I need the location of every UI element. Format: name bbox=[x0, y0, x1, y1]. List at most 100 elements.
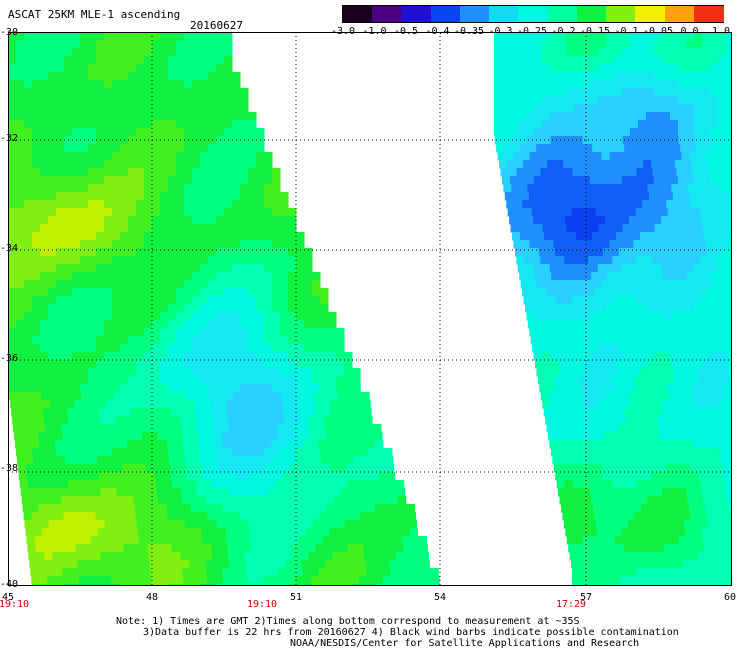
swath-cell bbox=[240, 184, 249, 193]
swath-cell bbox=[583, 496, 593, 505]
swath-cell bbox=[362, 536, 371, 545]
swath-cell bbox=[128, 48, 137, 57]
swath-cell bbox=[730, 512, 732, 521]
swath-cell bbox=[123, 408, 132, 417]
swath-cell bbox=[622, 120, 631, 129]
swath-cell bbox=[322, 400, 331, 409]
swath-cell bbox=[92, 552, 101, 561]
swath-cell bbox=[192, 56, 201, 65]
swath-cell bbox=[170, 536, 179, 545]
swath-cell bbox=[614, 312, 623, 321]
swath-cell bbox=[256, 352, 265, 361]
swath-cell bbox=[272, 176, 281, 185]
swath-cell bbox=[16, 176, 25, 185]
swath-cell bbox=[580, 392, 590, 401]
swath-cell bbox=[176, 248, 185, 257]
swath-cell bbox=[144, 128, 153, 137]
swath-cell bbox=[82, 472, 92, 481]
swath-cell bbox=[72, 104, 81, 113]
swath-cell bbox=[726, 72, 732, 81]
swath-cell bbox=[100, 552, 109, 561]
swath-cell bbox=[128, 176, 137, 185]
swath-cell bbox=[248, 184, 257, 193]
swath-cell bbox=[620, 584, 629, 586]
swath-cell bbox=[176, 280, 185, 289]
swath-cell bbox=[721, 376, 731, 385]
swath-cell bbox=[112, 320, 121, 329]
swath-cell bbox=[294, 440, 304, 449]
swath-cell bbox=[336, 344, 345, 353]
swath-cell bbox=[40, 224, 49, 233]
swath-cell bbox=[684, 432, 693, 441]
swath-cell bbox=[606, 136, 616, 145]
swath-cell bbox=[702, 448, 712, 457]
swath-cell bbox=[112, 96, 121, 105]
swath-cell bbox=[112, 256, 121, 265]
swath-cell bbox=[216, 520, 226, 529]
swath-cell bbox=[248, 248, 257, 257]
swath-cell bbox=[64, 296, 73, 305]
swath-cell bbox=[48, 344, 57, 353]
swath-cell bbox=[340, 488, 350, 497]
swath-cell bbox=[183, 512, 193, 521]
swath-cell bbox=[694, 312, 703, 321]
swath-cell bbox=[282, 536, 291, 545]
swath-cell bbox=[224, 128, 233, 137]
swath-cell bbox=[663, 184, 672, 193]
swath-cell bbox=[702, 536, 712, 545]
swath-cell bbox=[293, 560, 302, 569]
swath-cell bbox=[625, 552, 635, 561]
swath-cell bbox=[31, 512, 41, 521]
swath-cell bbox=[330, 536, 339, 545]
swath-cell bbox=[272, 384, 281, 393]
swath-cell bbox=[37, 424, 46, 433]
swath-cell bbox=[199, 576, 208, 585]
swath-cell bbox=[136, 176, 145, 185]
swath-cell bbox=[176, 152, 185, 161]
swath-cell bbox=[714, 336, 724, 345]
swath-cell bbox=[84, 488, 94, 497]
swath-cell bbox=[590, 120, 599, 129]
swath-cell bbox=[32, 176, 41, 185]
swath-cell bbox=[662, 224, 672, 233]
swath-cell bbox=[706, 512, 715, 521]
swath-cell bbox=[350, 504, 360, 513]
swath-cell bbox=[180, 488, 190, 497]
swath-cell bbox=[555, 384, 564, 393]
swath-cell bbox=[121, 528, 131, 537]
swath-cell bbox=[728, 280, 732, 289]
swath-cell bbox=[687, 184, 696, 193]
swath-cell bbox=[569, 464, 579, 473]
swath-cell bbox=[304, 312, 313, 321]
swath-cell bbox=[48, 280, 57, 289]
swath-cell bbox=[24, 104, 33, 113]
swath-cell bbox=[606, 120, 615, 129]
swath-cell bbox=[51, 544, 60, 553]
swath-cell bbox=[112, 264, 121, 273]
swath-cell bbox=[556, 256, 565, 265]
swath-cell bbox=[225, 392, 234, 401]
swath-cell bbox=[542, 224, 552, 233]
swath-cell bbox=[598, 312, 607, 321]
swath-cell bbox=[389, 496, 399, 505]
swath-cell bbox=[40, 328, 49, 337]
swath-cell bbox=[561, 416, 570, 425]
swath-cell bbox=[724, 344, 732, 353]
swath-cell bbox=[502, 88, 511, 97]
swath-cell bbox=[72, 80, 81, 89]
swath-cell bbox=[720, 280, 730, 289]
swath-cell bbox=[192, 240, 201, 249]
swath-cell bbox=[353, 464, 363, 473]
swath-cell bbox=[622, 224, 632, 233]
swath-cell bbox=[615, 496, 625, 505]
swath-cell bbox=[16, 256, 25, 265]
swath-cell bbox=[64, 176, 73, 185]
swath-cell bbox=[286, 568, 295, 577]
swath-cell bbox=[569, 328, 578, 337]
swath-cell bbox=[64, 216, 73, 225]
swath-cell bbox=[545, 376, 555, 385]
swath-cell bbox=[615, 408, 625, 417]
swath-cell bbox=[572, 480, 582, 489]
swath-cell bbox=[104, 168, 113, 177]
swath-cell bbox=[638, 104, 647, 113]
